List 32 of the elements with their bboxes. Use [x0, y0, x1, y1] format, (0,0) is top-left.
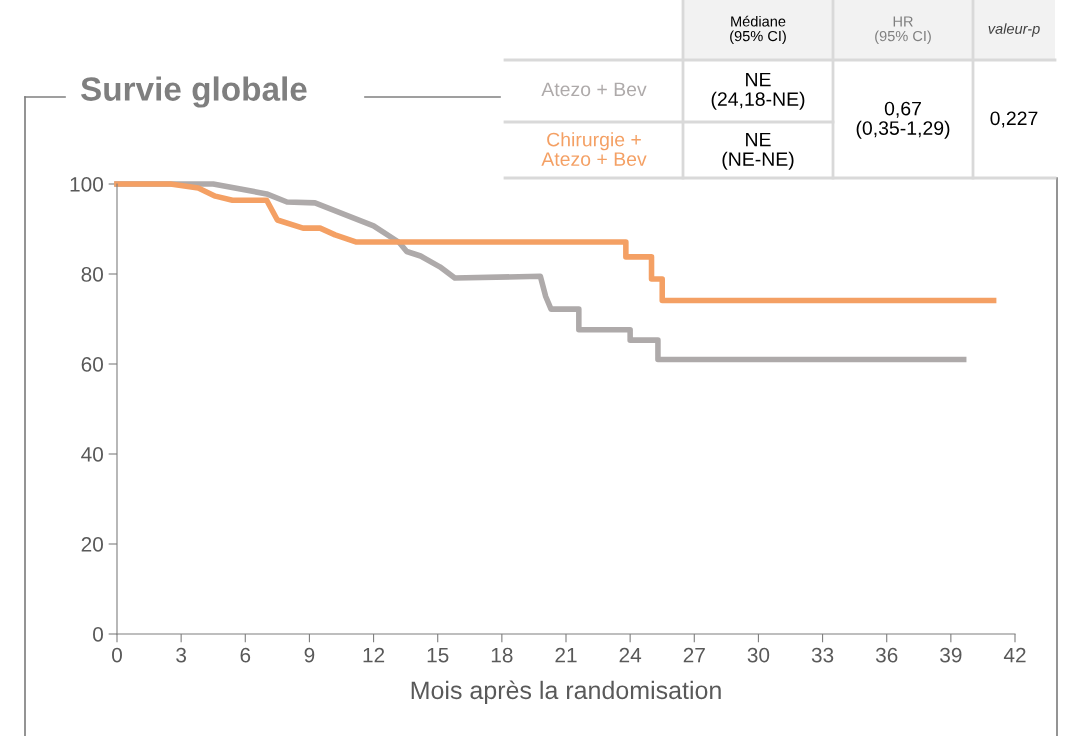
y-tick-label: 60 — [81, 357, 103, 372]
x-tick-label: 18 — [491, 647, 513, 663]
x-tick-label: 21 — [555, 647, 577, 663]
text: NE (24,18-NE) — [711, 72, 805, 110]
x-tick-label: 0 — [112, 647, 122, 663]
x-tick-label: 39 — [940, 647, 962, 663]
text: Chirurgie + Atezo + Bev — [541, 132, 647, 166]
text: 0,227 — [990, 111, 1038, 128]
x-tick-label: 36 — [875, 647, 898, 663]
x-tick-label: 42 — [1003, 647, 1026, 663]
x-tick-label: 9 — [304, 647, 315, 663]
x-tick-label: 33 — [811, 647, 834, 663]
text: valeur-p — [988, 23, 1040, 37]
x-tick-label: 30 — [747, 647, 770, 663]
y-tick-label: 80 — [81, 267, 103, 282]
text: Médiane (95% CI) — [730, 15, 786, 45]
y-tick-label: 0 — [93, 627, 103, 642]
y-tick-label: 20 — [81, 537, 103, 552]
x-axis-title: Mois après la randomisation — [411, 680, 721, 705]
text: NE (NE-NE) — [722, 132, 794, 170]
text: HR (95% CI) — [875, 16, 931, 45]
y-tick-label: 100 — [70, 177, 103, 192]
x-tick-label: 24 — [619, 647, 642, 663]
x-tick-label: 12 — [363, 647, 385, 663]
text: 0,67 (0,35-1,29) — [856, 101, 950, 139]
x-tick-label: 15 — [427, 647, 449, 663]
text: Atezo + Bev — [541, 82, 647, 97]
x-tick-label: 6 — [240, 647, 251, 663]
x-tick-label: 3 — [176, 647, 187, 663]
y-tick-label: 40 — [81, 447, 103, 462]
x-tick-label: 27 — [683, 647, 705, 663]
chart-title: Survie globale — [80, 76, 307, 108]
